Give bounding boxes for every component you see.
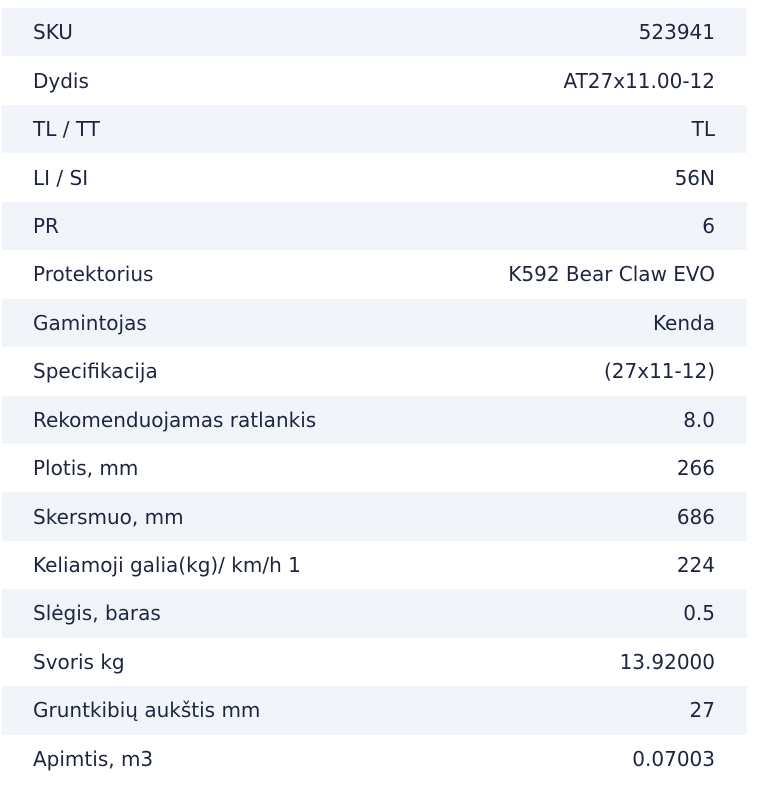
- spec-value: 0.5: [683, 601, 715, 626]
- spec-value: 56N: [674, 165, 715, 190]
- spec-row: Plotis, mm 266: [2, 444, 747, 492]
- spec-row: PR 6: [2, 201, 747, 251]
- spec-row: Gamintojas Kenda: [2, 298, 747, 348]
- spec-label: Apimtis, m3: [33, 746, 154, 771]
- spec-label: Keliamoji galia(kg)/ km/h 1: [33, 553, 301, 578]
- spec-row: Rekomenduojamas ratlankis 8.0: [2, 395, 747, 444]
- spec-value: 13.92000: [619, 649, 715, 674]
- spec-row: Skersmuo, mm 686: [2, 492, 747, 541]
- spec-value: K592 Bear Claw EVO: [508, 262, 715, 287]
- spec-value: 523941: [638, 20, 715, 45]
- spec-label: Specifikacija: [33, 359, 158, 384]
- spec-value: 6: [702, 213, 715, 238]
- spec-label: PR: [33, 213, 59, 238]
- spec-row: Apimtis, m3 0.07003: [2, 735, 747, 783]
- spec-label: TL / TT: [33, 117, 100, 142]
- spec-value: Kenda: [652, 310, 715, 335]
- spec-row: LI / SI 56N: [2, 153, 747, 201]
- spec-label: SKU: [33, 20, 73, 45]
- spec-label: Dydis: [33, 68, 89, 93]
- spec-label: Gamintojas: [33, 310, 147, 335]
- spec-row: Specifikacija (27x11-12): [2, 347, 747, 395]
- spec-label: Gruntkibių aukštis mm: [33, 698, 261, 723]
- spec-value: 8.0: [683, 407, 715, 432]
- spec-row: TL / TT TL: [2, 104, 747, 154]
- spec-row: Protektorius K592 Bear Claw EVO: [2, 250, 747, 298]
- spec-row: SKU 523941: [2, 8, 747, 57]
- specifications-body: SKU 523941 Dydis AT27x11.00-12 TL / TT TL LI /…: [2, 8, 747, 783]
- spec-value: AT27x11.00-12: [563, 68, 715, 93]
- spec-row: Keliamoji galia(kg)/ km/h 1 224: [2, 541, 747, 589]
- spec-row: Dydis AT27x11.00-12: [2, 56, 747, 104]
- spec-value: 266: [676, 456, 715, 481]
- specifications-table: SKU 523941 Dydis AT27x11.00-12 TL / TT TL LI /…: [2, 8, 747, 783]
- spec-label: Protektorius: [33, 262, 154, 287]
- spec-label: LI / SI: [33, 165, 89, 190]
- spec-label: Svoris kg: [33, 649, 125, 674]
- spec-value: 224: [676, 553, 715, 578]
- spec-value: (27x11-12): [603, 359, 715, 384]
- spec-label: Plotis, mm: [33, 456, 139, 481]
- spec-label: Skersmuo, mm: [33, 504, 184, 529]
- spec-row: Svoris kg 13.92000: [2, 638, 747, 686]
- spec-value: TL: [691, 117, 715, 142]
- spec-label: Slėgis, baras: [33, 601, 161, 626]
- spec-value: 0.07003: [632, 746, 715, 771]
- spec-row: Slėgis, baras 0.5: [2, 589, 747, 638]
- spec-value: 686: [676, 504, 715, 529]
- spec-label: Rekomenduojamas ratlankis: [33, 407, 317, 432]
- spec-row: Gruntkibių aukštis mm 27: [2, 686, 747, 735]
- spec-value: 27: [689, 698, 715, 723]
